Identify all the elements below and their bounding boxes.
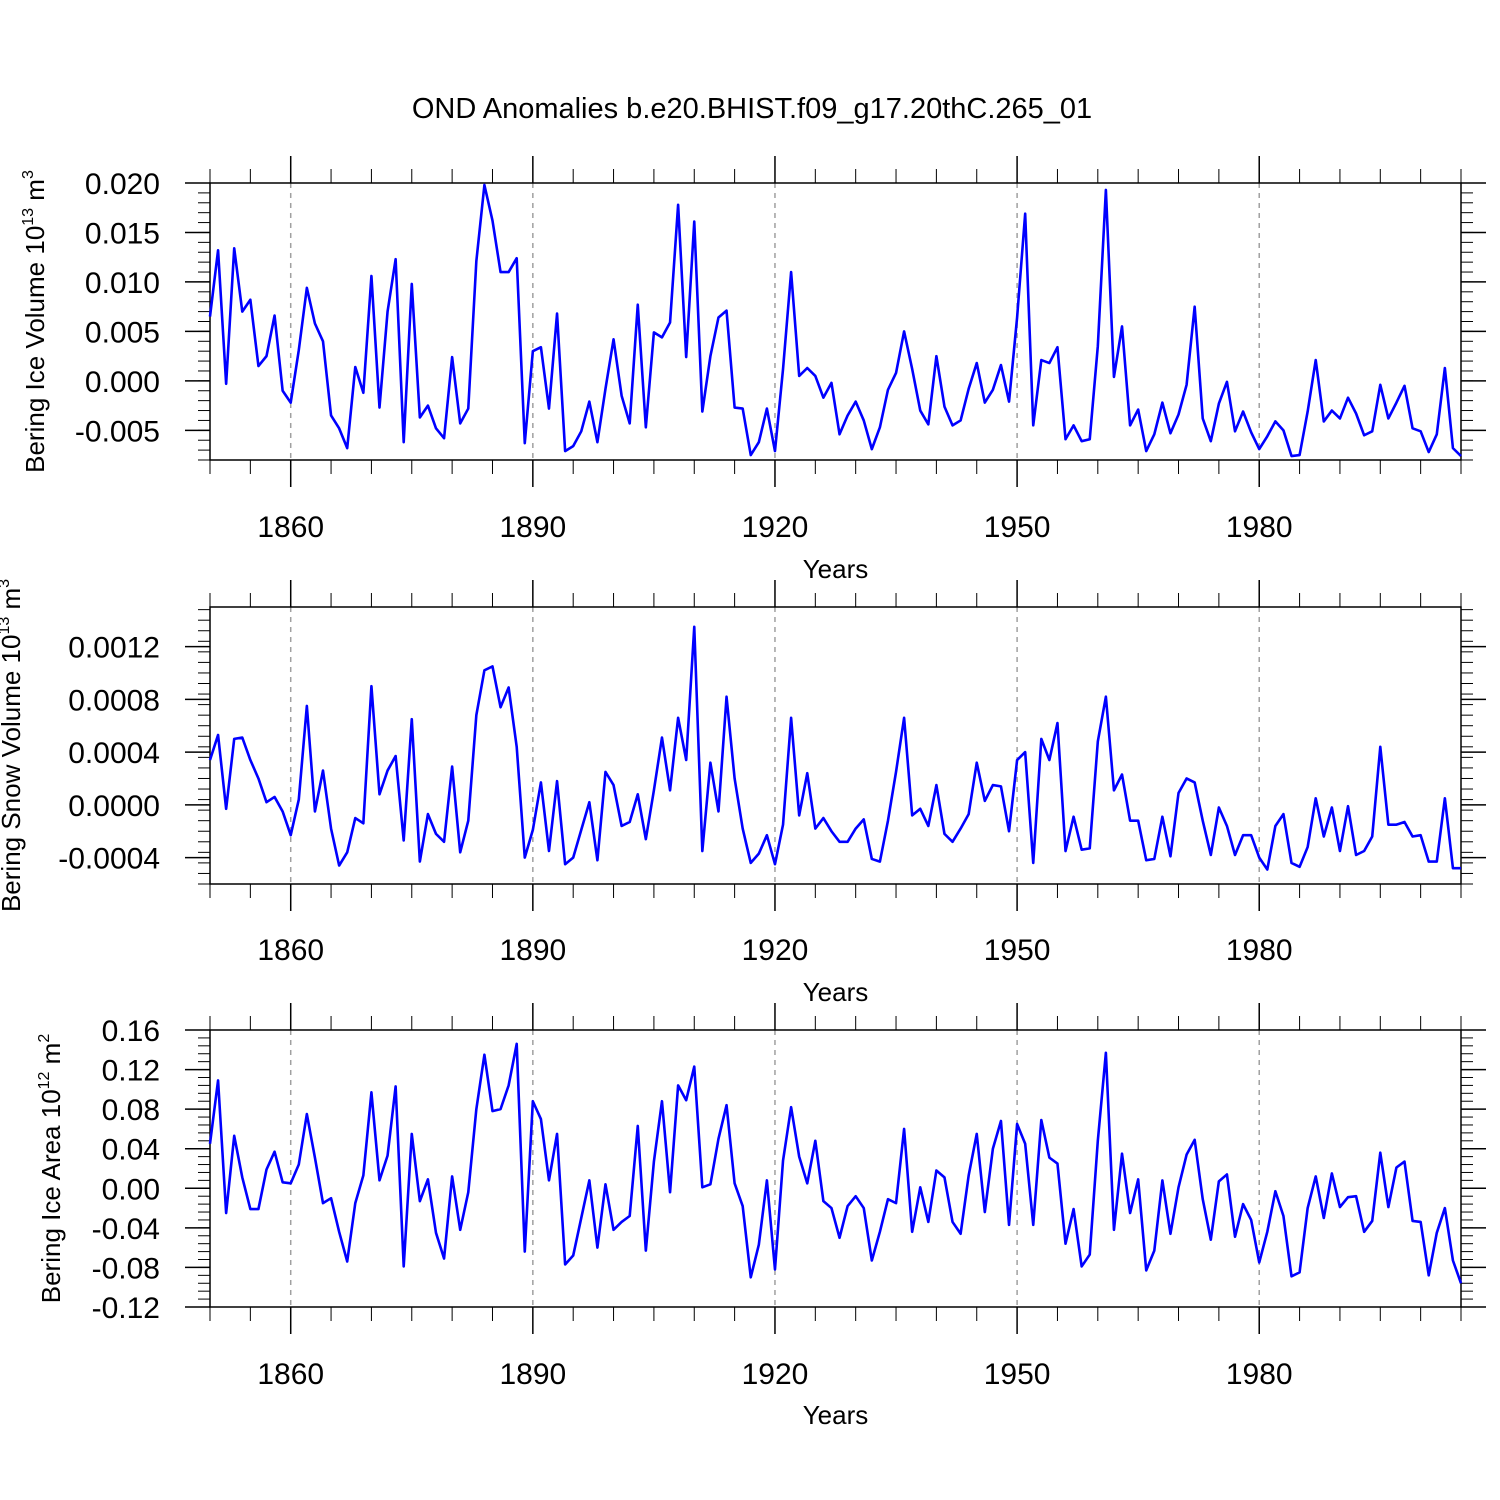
panel-ice-area: 0.16 0.12 0.08 0.04 0.00 -0.04 -0.08 -0.12 1860 1… <box>36 1003 1486 1430</box>
chart0-x-tick-label: 1950 <box>984 511 1051 544</box>
chart1-y-tick-label: 0.0000 <box>68 790 160 823</box>
chart0-y-tick-label: -0.005 <box>75 415 160 448</box>
chart1-y-tick-label: 0.0008 <box>68 684 160 717</box>
chart1-x-tick-label: 1920 <box>742 934 809 967</box>
panel-snow-volume: 0.0012 0.0008 0.0004 0.0000 -0.0004 1860 1890 1… <box>0 579 1486 1007</box>
figure-title: OND Anomalies b.e20.BHIST.f09_g17.20thC.… <box>412 93 1092 125</box>
chart0-x-tick-label: 1980 <box>1226 511 1293 544</box>
chart0-x-tick-label: 1890 <box>499 511 566 544</box>
chart0-x-tick-label: 1860 <box>257 511 324 544</box>
chart1-y-tick-label: 0.0012 <box>68 632 160 665</box>
chart0-plot-frame <box>209 182 1462 461</box>
chart1-x-tick-label: 1860 <box>257 934 324 967</box>
chart2-y-tick-label: 0.04 <box>102 1134 160 1167</box>
chart0-x-axis-title: Years <box>803 554 869 584</box>
chart2-x-tick-label: 1950 <box>984 1358 1051 1391</box>
chart2-y-tick-label: -0.08 <box>92 1252 160 1285</box>
chart1-y-tick-label: 0.0004 <box>68 737 160 770</box>
chart0-y-tick-label: 0.020 <box>85 168 160 201</box>
chart0-y-tick-label: 0.010 <box>85 267 160 300</box>
chart1-y-axis-title: Bering Snow Volume 1013 m3 <box>0 579 26 912</box>
chart2-y-tick-label: 0.08 <box>102 1094 160 1127</box>
chart2-y-tick-label: 0.00 <box>102 1173 160 1206</box>
chart0-y-tick-label: 0.005 <box>85 316 160 349</box>
chart2-y-tick-label: -0.04 <box>92 1213 160 1246</box>
chart1-x-axis-title: Years <box>803 977 869 1007</box>
panel-ice-volume: 0.020 0.015 0.010 0.005 0.000 -0.005 1860 1890 1… <box>20 156 1486 584</box>
chart2-y-tick-label: 0.16 <box>102 1015 160 1048</box>
chart1-x-tick-label: 1950 <box>984 934 1051 967</box>
chart2-x-tick-label: 1920 <box>742 1358 809 1391</box>
chart1-plot-frame <box>209 606 1462 885</box>
chart1-series-line <box>208 625 1461 871</box>
chart2-series-line <box>208 1042 1463 1284</box>
chart2-plot-frame <box>209 1029 1462 1308</box>
chart2-y-axis-title: Bering Ice Area 1012 m2 <box>36 1034 66 1304</box>
chart1-y-tick-label: -0.0004 <box>58 843 160 876</box>
chart2-x-tick-label: 1860 <box>257 1358 324 1391</box>
chart1-x-tick-label: 1980 <box>1226 934 1293 967</box>
chart1-x-tick-label: 1890 <box>499 934 566 967</box>
chart0-x-tick-label: 1920 <box>742 511 809 544</box>
chart2-y-tick-label: -0.12 <box>92 1292 160 1325</box>
chart0-series-line <box>208 183 1462 458</box>
chart0-y-axis-title: Bering Ice Volume 1013 m3 <box>20 170 50 473</box>
chart2-x-axis-title: Years <box>803 1400 869 1430</box>
chart2-y-tick-label: 0.12 <box>102 1055 160 1088</box>
chart2-x-tick-label: 1890 <box>499 1358 566 1391</box>
chart2-x-tick-label: 1980 <box>1226 1358 1293 1391</box>
chart0-y-tick-label: 0.000 <box>85 366 160 399</box>
chart0-y-tick-label: 0.015 <box>85 217 160 250</box>
